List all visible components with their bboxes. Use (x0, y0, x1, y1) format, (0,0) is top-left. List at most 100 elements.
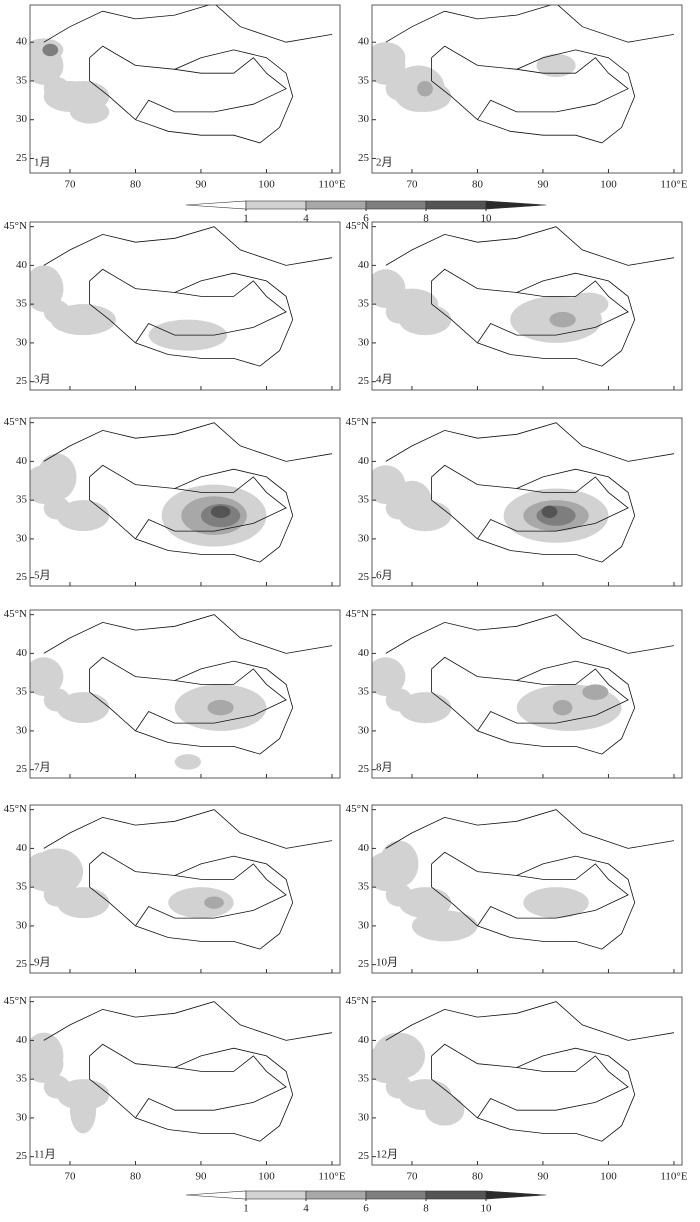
lat-tick-label: 35 (358, 74, 370, 86)
shading (174, 754, 201, 770)
shading (42, 43, 59, 57)
panel-content (30, 5, 333, 144)
shading (385, 1075, 412, 1099)
colorbar-segment (245, 1190, 307, 1200)
panel-frame (29, 804, 341, 974)
lat-tick-label: 35 (16, 74, 28, 86)
lat-tick-label: 40 (358, 842, 370, 854)
lon-tick-label: 80 (472, 179, 484, 191)
map-panel: 10月 25 30 35 40 45°N (346, 803, 683, 974)
colorbar-label: 8 (423, 213, 429, 225)
colorbar-arrow (485, 1190, 547, 1200)
shading (37, 453, 77, 501)
colorbar-segment (245, 200, 307, 210)
boundary (135, 668, 287, 732)
lon-tick-label: 110°E (318, 1171, 345, 1183)
shading (69, 1086, 97, 1134)
colorbar-label: 4 (303, 213, 309, 225)
panel-frame (371, 4, 683, 174)
lat-tick-label: 35 (358, 686, 370, 698)
panel-content (372, 226, 675, 367)
boundary (385, 422, 675, 462)
boundary (89, 268, 294, 367)
lat-tick-label: 25 (16, 375, 28, 387)
shading (56, 500, 110, 532)
panel-content (30, 809, 333, 950)
shading (372, 1032, 426, 1080)
boundary (477, 476, 629, 540)
lat-tick-label: 40 (16, 455, 28, 467)
panel-content (30, 226, 333, 367)
shading (385, 688, 412, 712)
lon-tick-label: 70 (64, 179, 76, 191)
shading (56, 887, 110, 919)
lat-tick-label: 35 (358, 494, 370, 506)
lat-tick-label: 25 (16, 958, 28, 970)
lat-tick-label: 45°N (4, 803, 27, 815)
lat-tick-label: 25 (358, 375, 370, 387)
lon-tick-label: 100 (258, 179, 275, 191)
lat-tick-label: 40 (358, 647, 370, 659)
map-panel: 9月 25 30 35 40 45°N (4, 803, 341, 974)
boundary (385, 226, 675, 266)
boundary (431, 851, 636, 950)
shading (541, 505, 558, 518)
colorbar-segment (425, 1190, 487, 1200)
boundary (477, 668, 629, 732)
boundary (43, 1001, 333, 1041)
lat-tick-label: 30 (16, 1111, 28, 1123)
colorbar-label: 1 (243, 1203, 249, 1215)
panel-label: 9月 (34, 957, 51, 969)
shading (582, 684, 609, 700)
lon-tick-label: 90 (195, 1171, 207, 1183)
panel-frame (371, 609, 683, 779)
boundary (385, 5, 675, 43)
lat-tick-label: 35 (16, 298, 28, 310)
colorbar-segment (365, 200, 427, 210)
boundary (431, 268, 636, 367)
boundary (385, 614, 675, 654)
panel-frame (29, 996, 341, 1166)
lat-tick-label: 35 (358, 1073, 370, 1085)
colorbar-arrow (185, 200, 247, 210)
boundary (135, 476, 287, 540)
boundary (431, 45, 636, 144)
panel-content (372, 422, 675, 563)
lat-tick-label: 25 (358, 958, 370, 970)
lat-tick-label: 40 (16, 36, 28, 48)
map-panel: 6月 25 30 35 40 45°N (346, 416, 683, 587)
lat-tick-label: 35 (16, 1073, 28, 1085)
shading (392, 480, 432, 520)
shading (425, 1094, 465, 1126)
lon-tick-label: 80 (130, 179, 142, 191)
panel-frame (29, 4, 341, 174)
panel-label: 5月 (34, 570, 51, 582)
boundary (431, 656, 636, 755)
lon-tick-label: 110°E (660, 179, 687, 191)
lat-tick-label: 40 (358, 455, 370, 467)
panel-content (372, 1001, 675, 1142)
panel-label: 4月 (376, 374, 393, 386)
panel-label: 6月 (376, 570, 393, 582)
panel-label: 12月 (376, 1149, 398, 1161)
lat-tick-label: 25 (16, 152, 28, 164)
lat-tick-label: 25 (16, 571, 28, 583)
lat-tick-label: 45°N (346, 803, 369, 815)
shading (411, 910, 478, 942)
panel-content (30, 422, 333, 563)
panel-content (372, 809, 675, 950)
boundary (43, 614, 333, 654)
lat-tick-label: 40 (358, 36, 370, 48)
boundary (477, 280, 629, 344)
boundary (385, 809, 675, 849)
lat-tick-label: 40 (16, 647, 28, 659)
shading (536, 53, 576, 78)
lat-tick-label: 45°N (4, 220, 27, 232)
shading (69, 100, 110, 124)
lon-tick-label: 100 (600, 179, 617, 191)
panel-frame (371, 221, 683, 391)
shading (30, 265, 64, 312)
colorbar-segment (305, 1190, 367, 1200)
lon-tick-label: 80 (472, 1171, 484, 1183)
